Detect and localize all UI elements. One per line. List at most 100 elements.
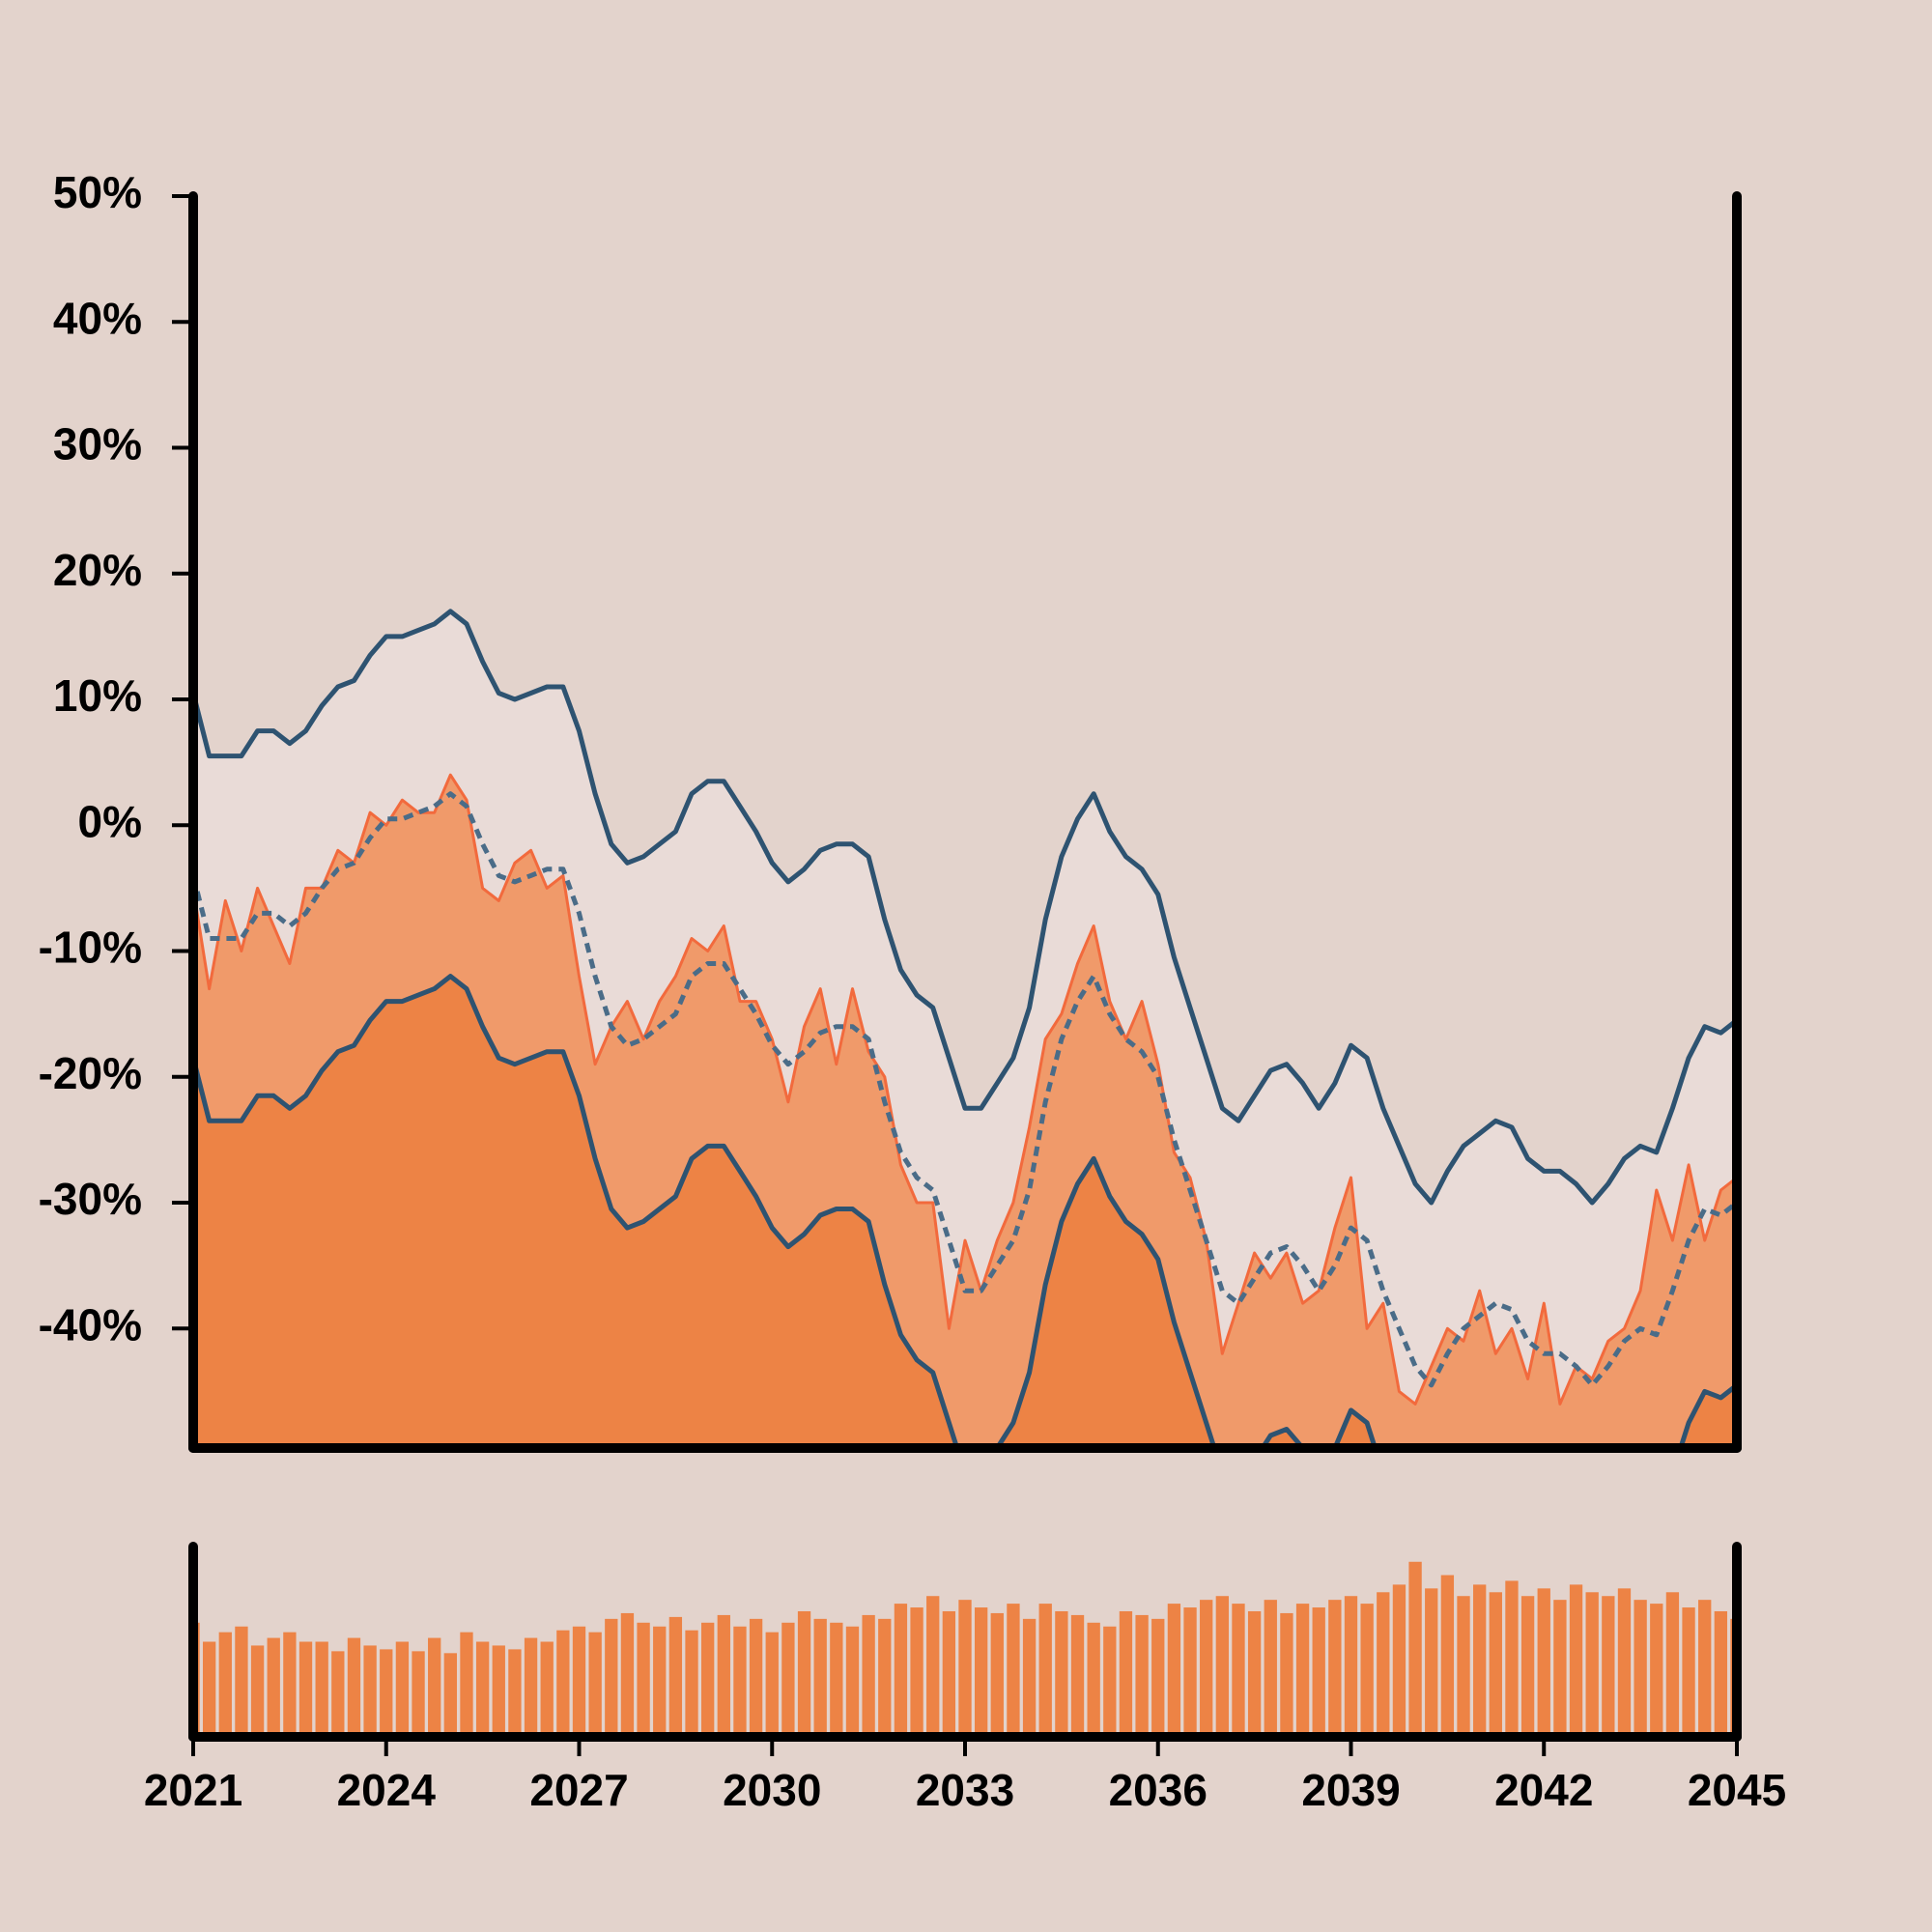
volume-bar — [428, 1637, 441, 1737]
volume-bar — [1295, 1604, 1310, 1737]
volume-bar — [283, 1632, 297, 1737]
volume-bar — [1264, 1600, 1277, 1737]
volume-bar — [1537, 1588, 1550, 1737]
volume-bar — [1200, 1600, 1213, 1737]
volume-bar — [363, 1645, 377, 1737]
volume-bar — [685, 1630, 698, 1737]
volume-bar — [1730, 1618, 1733, 1737]
volume-bar — [267, 1637, 280, 1737]
volume-bar — [298, 1641, 313, 1737]
x-tick-label: 2039 — [1301, 1765, 1400, 1815]
y-tick-label: 30% — [53, 419, 142, 469]
volume-bar — [1505, 1580, 1519, 1737]
volume-bar — [443, 1653, 457, 1737]
volume-bar — [492, 1645, 505, 1737]
volume-bar — [637, 1622, 650, 1737]
volume-bar — [1151, 1618, 1165, 1737]
volume-bar — [733, 1626, 747, 1737]
x-tick-label: 2036 — [1109, 1765, 1208, 1815]
y-tick-label: -30% — [39, 1174, 142, 1224]
volume-bar — [942, 1610, 956, 1737]
y-tick-label: 10% — [53, 670, 142, 721]
volume-plot — [197, 1561, 1733, 1737]
y-tick-label: 20% — [53, 545, 142, 595]
volume-bar — [1520, 1596, 1535, 1737]
volume-bar — [1473, 1584, 1487, 1737]
volume-bar — [1247, 1610, 1262, 1737]
x-tick-label: 2033 — [916, 1765, 1014, 1815]
volume-bar — [653, 1626, 667, 1737]
x-tick-label: 2030 — [723, 1765, 821, 1815]
price-line — [193, 773, 1737, 1406]
volume-bar — [926, 1596, 940, 1737]
volume-bar — [958, 1600, 972, 1737]
volume-bar — [1360, 1604, 1374, 1737]
volume-bar — [781, 1622, 795, 1737]
band-line — [193, 974, 1737, 1448]
volume-bar — [1344, 1596, 1358, 1737]
volume-bar — [556, 1630, 570, 1737]
volume-bar — [910, 1607, 923, 1737]
volume-bar — [1634, 1600, 1647, 1737]
volume-bar — [1167, 1604, 1181, 1737]
volume-bar — [1119, 1610, 1133, 1737]
volume-bar — [508, 1649, 522, 1737]
volume-bar — [1714, 1610, 1728, 1737]
volume-bar — [1055, 1610, 1068, 1737]
volume-bar — [1377, 1592, 1390, 1737]
y-tick-label: -40% — [39, 1299, 142, 1350]
volume-bar — [1650, 1604, 1663, 1737]
volume-bar — [1489, 1592, 1502, 1737]
volume-bar — [1585, 1592, 1599, 1737]
volume-bar — [813, 1618, 827, 1737]
volume-bar — [331, 1651, 345, 1737]
volume-bar — [1392, 1584, 1406, 1737]
volume-bar — [475, 1641, 490, 1737]
volume-bar — [668, 1616, 683, 1737]
volume-bar — [315, 1641, 328, 1737]
volume-bar — [197, 1622, 200, 1737]
volume-bar — [1007, 1604, 1020, 1737]
x-tick-label: 2021 — [144, 1765, 242, 1815]
main-plot — [193, 609, 1737, 1448]
volume-bar — [1135, 1614, 1149, 1737]
volume-bar — [845, 1626, 860, 1737]
volume-bar — [830, 1622, 843, 1737]
volume-bar — [1215, 1596, 1229, 1737]
volume-bar — [1553, 1600, 1567, 1737]
band-line — [193, 609, 1737, 1206]
volume-bar — [1232, 1604, 1245, 1737]
volume-bar — [347, 1637, 361, 1737]
volume-bar — [588, 1632, 602, 1737]
volume-bar — [1602, 1596, 1615, 1737]
volume-bar — [380, 1649, 393, 1737]
moving-average-line — [193, 791, 1737, 1388]
volume-bar — [1280, 1612, 1293, 1737]
volume-bar — [1183, 1607, 1197, 1737]
volume-bar — [1070, 1614, 1085, 1737]
volume-bar — [717, 1614, 730, 1737]
volume-bar — [1103, 1626, 1117, 1737]
volume-bar — [218, 1632, 232, 1737]
volume-bar — [235, 1626, 248, 1737]
volume-bar — [524, 1637, 538, 1737]
volume-bar — [460, 1632, 473, 1737]
x-tick-label: 2024 — [337, 1765, 437, 1815]
area-fill — [193, 976, 1737, 1448]
volume-bar — [797, 1610, 811, 1737]
y-tick-label: -10% — [39, 923, 142, 973]
volume-bar — [749, 1618, 763, 1737]
volume-bar — [1617, 1588, 1632, 1737]
y-tick-label: 0% — [78, 796, 142, 846]
volume-bar — [1440, 1575, 1455, 1737]
volume-bar — [620, 1612, 635, 1737]
y-tick-label: -20% — [39, 1048, 142, 1098]
volume-bar — [1312, 1607, 1325, 1737]
volume-bar — [1038, 1604, 1052, 1737]
volume-bar — [765, 1632, 779, 1737]
volume-bar — [1569, 1584, 1583, 1737]
volume-bar — [1457, 1596, 1470, 1737]
volume-bar — [990, 1612, 1004, 1737]
volume-bar — [250, 1645, 265, 1737]
volume-bar — [1328, 1600, 1342, 1737]
